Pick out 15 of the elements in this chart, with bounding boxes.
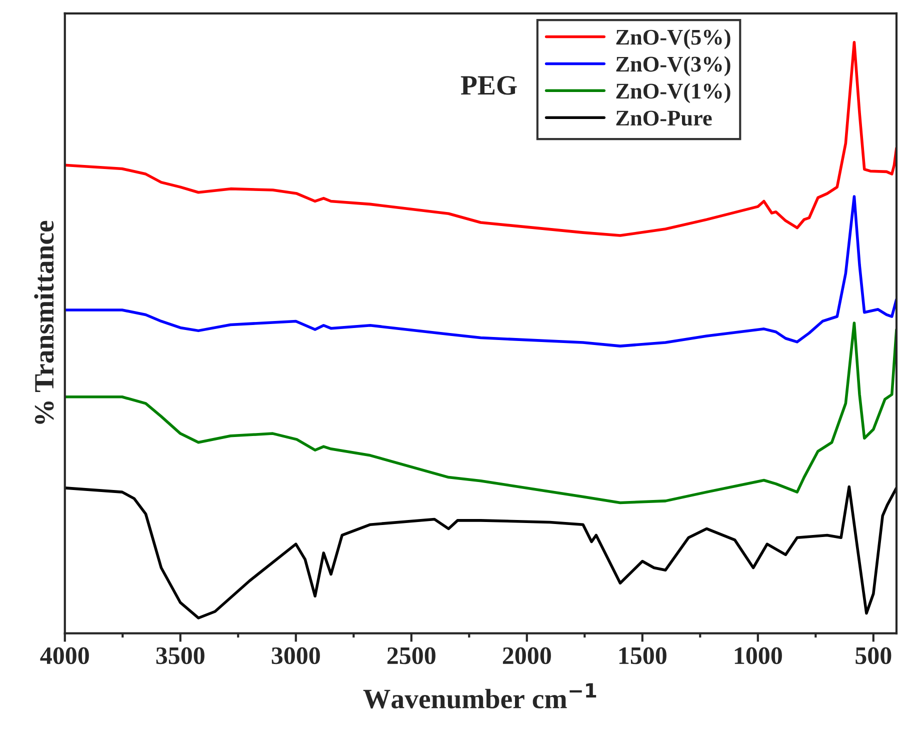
legend-label: ZnO-V(3%) [616, 56, 730, 76]
x-tick-label: 2500 [387, 647, 436, 664]
x-axis-title: Wavenumber cm$^{−1}$ [363, 683, 596, 709]
x-tick-label: 2000 [502, 647, 551, 664]
legend-label: ZnO-V(1%) [616, 83, 730, 104]
x-tick-label: 1000 [734, 647, 782, 664]
x-tick-label: 1500 [619, 647, 666, 664]
legend-label: ZnO-Pure [616, 110, 712, 126]
x-tick-label: 3500 [156, 647, 204, 664]
legend-label: ZnO-V(5%) [616, 29, 730, 50]
annotation: PEG [460, 76, 517, 95]
x-tick-label: 500 [856, 647, 892, 664]
x-tick-label: 4000 [40, 647, 89, 664]
x-tick-label: 3000 [272, 647, 320, 664]
y-axis-title: % Transmittance [34, 220, 54, 424]
